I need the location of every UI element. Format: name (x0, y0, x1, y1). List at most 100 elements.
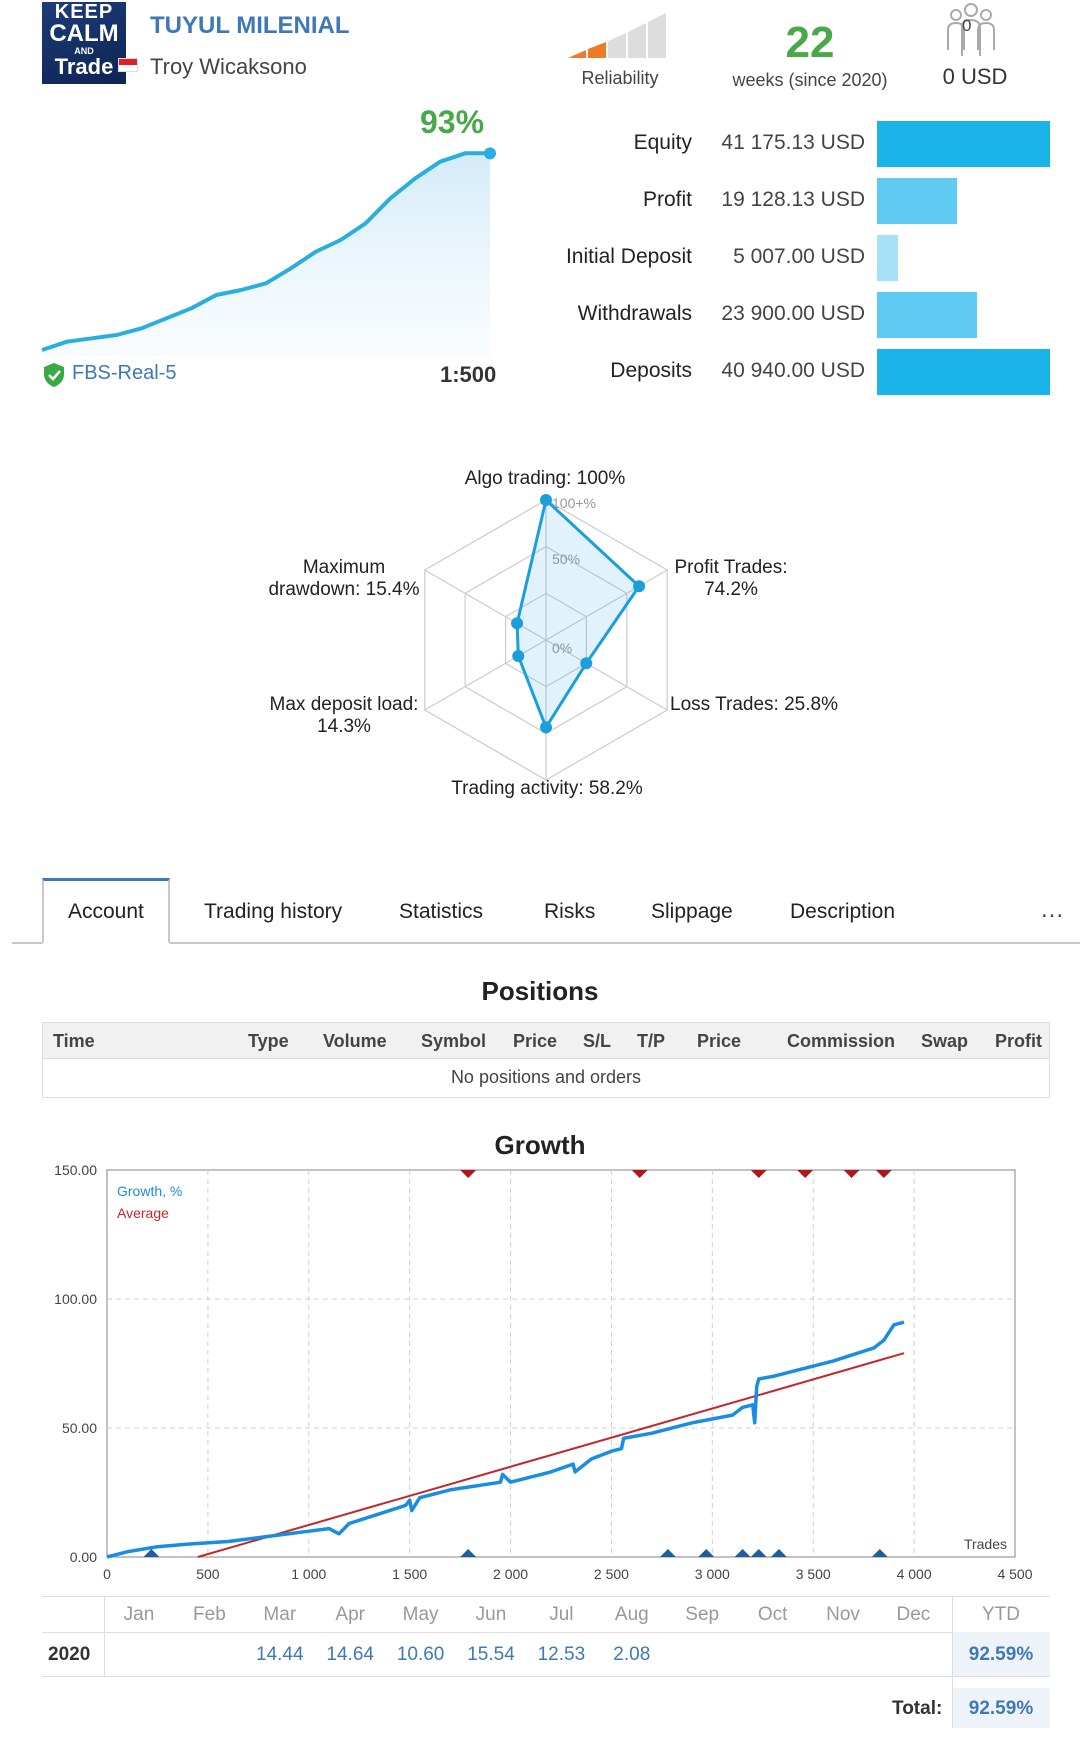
month-header: Mar (263, 1604, 297, 1625)
radar-grid-label: 50% (552, 551, 580, 567)
positions-header: Time Type Volume Symbol Price S/L T/P Pr… (43, 1023, 1049, 1059)
tab-active-frame (42, 878, 170, 944)
marker-bottom (750, 1549, 767, 1557)
month-value: 10.60 (396, 1644, 445, 1665)
positions-empty-message: No positions and orders (450, 1067, 642, 1087)
tab-description[interactable]: Description (790, 900, 896, 923)
col-sl: S/L (583, 1031, 612, 1051)
month-header: Feb (193, 1604, 226, 1625)
marker-top (631, 1170, 648, 1178)
radar-point (540, 721, 552, 734)
y-tick-label: 100.00 (54, 1291, 97, 1307)
radar-axis (545, 639, 668, 711)
marker-bottom (460, 1549, 477, 1557)
radar-label-profit-trades: Profit Trades: 74.2% (674, 557, 788, 600)
tab-trading-history[interactable]: Trading history (204, 900, 343, 923)
col-commission: Commission (787, 1031, 896, 1051)
stat-label: Initial Deposit (565, 245, 692, 268)
stat-value: 19 128.13 USD (721, 188, 865, 211)
radar-point (512, 650, 525, 663)
mini-chart-endpoint (484, 147, 496, 160)
mini-chart-area (42, 153, 490, 356)
x-tick-label: 1 000 (291, 1566, 326, 1582)
marker-bottom (871, 1549, 888, 1557)
month-value: 14.44 (256, 1644, 304, 1665)
marker-top (797, 1170, 814, 1178)
stat-deposits: Deposits 40 940.00 USD (520, 349, 1050, 395)
year-label: 2020 (48, 1644, 91, 1665)
ytd-cell-bg (952, 1632, 1050, 1676)
y-tick-label: 150.00 (54, 1162, 97, 1178)
radar-grid-label: 100+% (552, 495, 596, 511)
radar-point (511, 617, 524, 630)
tab-statistics[interactable]: Statistics (399, 900, 484, 923)
signal-name[interactable]: TUYUL MILENIAL (150, 12, 350, 39)
radar-grid-label: 0% (552, 640, 572, 656)
positions-title: Positions (481, 976, 599, 1006)
stat-withdrawals: Withdrawals 23 900.00 USD (520, 292, 1050, 338)
marker-top (843, 1170, 860, 1178)
tab-account[interactable]: Account (68, 900, 144, 923)
stat-bar (877, 349, 1050, 395)
radar-axis (424, 569, 547, 641)
stat-label: Equity (633, 131, 692, 154)
weeks-count: 22 (785, 18, 835, 67)
series-average-line (197, 1352, 905, 1558)
stat-bar (877, 292, 977, 338)
radar-label-trading-activity: Trading activity: 58.2% (451, 778, 643, 799)
radar-point (540, 494, 552, 506)
server-name[interactable]: FBS-Real-5 (72, 362, 177, 384)
col-price: Price (513, 1031, 558, 1051)
month-header: Dec (896, 1604, 931, 1625)
month-header: Aug (614, 1604, 649, 1625)
stat-bar (877, 178, 957, 224)
x-tick-label: 4 500 (997, 1566, 1032, 1582)
avatar[interactable]: KEEP CALM AND Trade (42, 2, 126, 84)
col-profit: Profit (995, 1031, 1042, 1051)
month-header: May (402, 1604, 439, 1625)
col-tp: T/P (637, 1031, 666, 1051)
stat-label: Profit (642, 188, 692, 211)
x-tick-label: 500 (196, 1566, 220, 1582)
y-tick-label: 0.00 (70, 1549, 97, 1565)
reliability-bars-icon (568, 13, 666, 58)
subscribers-count: 0 (962, 16, 972, 35)
stat-value: 23 900.00 USD (721, 302, 865, 325)
col-price-current: Price (697, 1031, 742, 1051)
month-header: Jan (123, 1604, 155, 1625)
total-value: 92.59% (968, 1698, 1034, 1719)
author-name[interactable]: Troy Wicaksono (150, 54, 307, 79)
stat-label: Deposits (610, 359, 692, 382)
stat-profit: Profit 19 128.13 USD (520, 178, 1050, 224)
col-volume: Volume (323, 1031, 387, 1051)
more-tabs-icon[interactable]: ... (1040, 896, 1064, 923)
marker-bottom (770, 1549, 787, 1557)
subscribers-value: 0 USD (942, 64, 1008, 89)
tab-bar: Account Trading history Statistics Risks… (12, 878, 1080, 944)
radar-chart: 100+% 50% 0% (424, 494, 668, 781)
stat-value: 41 175.13 USD (721, 131, 865, 154)
stat-bar (877, 235, 898, 281)
stat-value: 5 007.00 USD (733, 245, 865, 268)
month-header: Jul (549, 1604, 574, 1625)
plot-frame (106, 1169, 1016, 1558)
stat-value: 40 940.00 USD (721, 359, 865, 382)
mini-growth-chart (41, 147, 496, 356)
x-tick-label: 3 500 (796, 1566, 831, 1582)
month-value: 15.54 (467, 1644, 515, 1665)
radar-point (633, 580, 646, 593)
subscribers-icon (947, 3, 995, 56)
radar-point (580, 657, 593, 670)
radar-label-max-drawdown: Maximum drawdown: 15.4% (268, 557, 420, 600)
tab-slippage[interactable]: Slippage (651, 900, 733, 923)
marker-bottom (659, 1549, 676, 1557)
positions-table: Time Type Volume Symbol Price S/L T/P Pr… (42, 1022, 1050, 1098)
tab-risks[interactable]: Risks (544, 900, 596, 923)
x-tick-label: 3 000 (695, 1566, 730, 1582)
x-tick-label: 2 000 (493, 1566, 528, 1582)
month-header: Apr (335, 1604, 365, 1625)
month-value: 12.53 (537, 1644, 586, 1665)
marker-bottom (734, 1549, 751, 1557)
marker-top (750, 1170, 767, 1178)
radar-label-algo: Algo trading: 100% (464, 468, 626, 489)
